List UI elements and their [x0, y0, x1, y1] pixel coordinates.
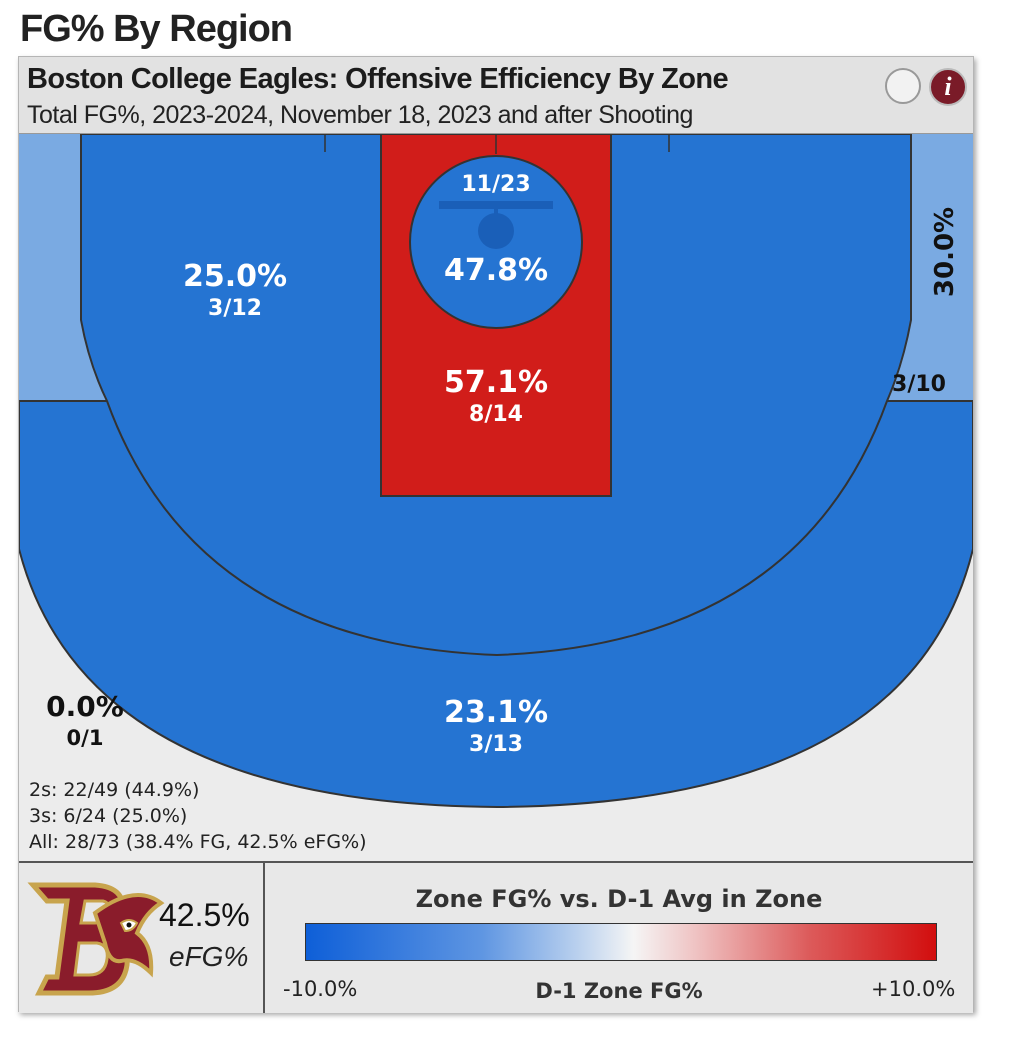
legend-max-label: +10.0% [871, 977, 956, 1001]
label-corner-right-fraction: 3/10 [892, 372, 946, 397]
chart-subtitle: Total FG%, 2023-2024, November 18, 2023 … [27, 101, 693, 129]
team-summary: 42.5% eFG% [19, 863, 265, 1013]
page-heading: FG% By Region [20, 8, 293, 50]
label-corner-right-pct: 30.0% [930, 207, 960, 297]
label-corner-left-pct: 0.0% [46, 690, 124, 723]
chart-title: Boston College Eagles: Offensive Efficie… [27, 63, 729, 95]
label-three-fraction: 3/13 [469, 732, 523, 757]
info-icon[interactable]: i [929, 68, 967, 106]
totals-all: All: 28/73 (38.4% FG, 42.5% eFG%) [29, 831, 367, 853]
label-paint-fraction: 8/14 [469, 402, 523, 427]
half-court-zones: 11/23 47.8% 57.1% 8/14 25.0% 3/12 30.0% … [19, 134, 973, 861]
label-midrange-pct: 25.0% [183, 259, 287, 294]
shot-chart-card: Boston College Eagles: Offensive Efficie… [18, 56, 974, 1013]
zone-corner-left[interactable] [19, 134, 107, 401]
label-paint-pct: 57.1% [444, 365, 548, 400]
legend-min-label: -10.0% [283, 977, 358, 1001]
legend-mid-label: D-1 Zone FG% [535, 979, 703, 1003]
card-header: Boston College Eagles: Offensive Efficie… [19, 57, 973, 134]
label-corner-left-fraction: 0/1 [67, 726, 104, 750]
shooting-totals: 2s: 22/49 (44.9%) 3s: 6/24 (25.0%) All: … [29, 777, 367, 855]
backboard [439, 201, 553, 209]
boston-college-eagle-logo-icon [27, 882, 165, 996]
chart-footer: 42.5% eFG% Zone FG% vs. D-1 Avg in Zone … [19, 861, 973, 1013]
hoop [478, 213, 514, 249]
label-three-pct: 23.1% [444, 695, 548, 730]
efg-value: 42.5% [159, 897, 250, 933]
label-midrange-fraction: 3/12 [208, 296, 262, 321]
label-rim-pct: 47.8% [444, 253, 548, 288]
totals-twos: 2s: 22/49 (44.9%) [29, 779, 200, 801]
totals-threes: 3s: 6/24 (25.0%) [29, 805, 188, 827]
efg-label: eFG% [169, 941, 249, 972]
legend-title: Zone FG% vs. D-1 Avg in Zone [415, 885, 823, 913]
legend-color-scale [305, 923, 937, 961]
label-rim-fraction: 11/23 [461, 172, 530, 197]
toggle-circle-button[interactable] [885, 68, 921, 104]
